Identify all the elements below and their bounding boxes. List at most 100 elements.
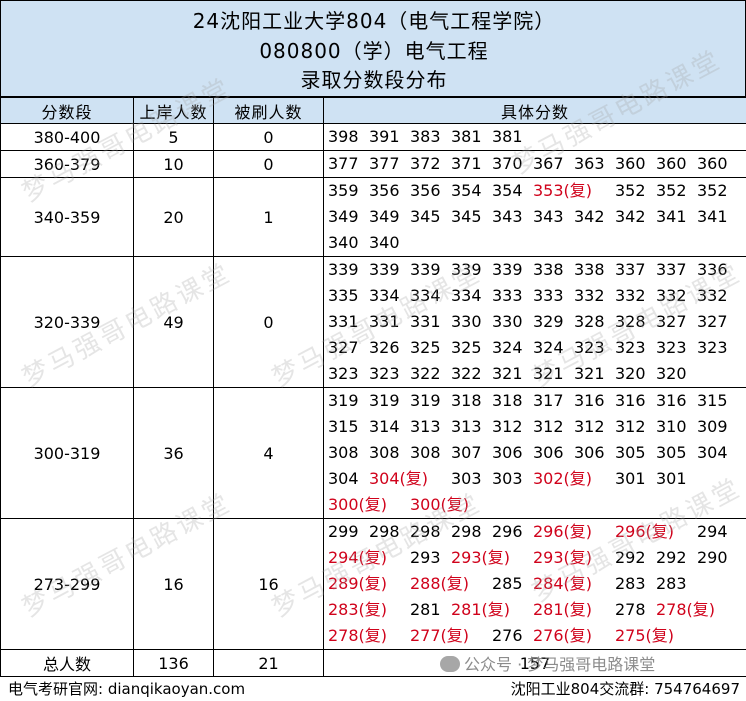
score-value: 323 [656,338,687,357]
score-value: 324 [533,338,564,357]
score-value: 322 [451,364,482,383]
score-value: 330 [451,312,482,331]
score-value: 296 [492,522,523,541]
score-value: 292 [656,548,687,567]
score-value: 332 [697,286,728,305]
score-value: 290 [697,548,728,567]
table-row: 360-379 10 0 377 377 372 371 370 367 363 360 360 360 [0,150,746,178]
score-line: 339 339 339 339 339 338 338 337 337 336 [328,258,746,284]
score-line: 377 377 372 371 370 367 363 360 360 360 [328,152,746,177]
score-value: 321 [574,364,605,383]
retest-score: 353(复) [533,181,593,200]
score-value: 331 [410,312,441,331]
score-value: 354 [451,181,482,200]
score-line: 398 391 383 381 381 [328,125,746,150]
col-header-range: 分数段 [0,97,134,124]
score-value: 360 [615,154,646,173]
table-row: 273-299 16 16 299 298 298 298 296 296(复) 296(复) 29… [0,518,746,650]
eliminated-count: 0 [213,123,324,151]
retest-score: 288(复) [410,574,470,593]
score-value: 335 [328,286,359,305]
score-line: 319 319 319 318 318 317 316 316 316 315 [328,389,746,415]
score-value: 352 [615,181,646,200]
score-value: 320 [656,364,687,383]
score-line: 278(复) 277(复) 276 276(复) 275(复) [328,623,746,649]
score-value: 337 [656,260,687,279]
score-value: 321 [492,364,523,383]
score-value: 301 [615,469,646,488]
total-eliminated: 21 [213,649,324,677]
title-school: 24沈阳工业大学804（电气工程学院） [192,9,556,33]
score-value: 305 [656,443,687,462]
retest-score: 302(复) [533,469,593,488]
table-row: 320-339 49 0 339 339 339 339 339 338 338 337 337 336… [0,256,746,388]
retest-score: 296(复) [533,522,593,541]
eliminated-count: 0 [213,150,324,178]
score-list: 377 377 372 371 370 367 363 360 360 360 [323,150,746,178]
score-value: 332 [574,286,605,305]
score-value: 383 [410,127,441,146]
admitted-count: 16 [133,518,214,650]
score-value: 349 [369,207,400,226]
score-value: 342 [574,207,605,226]
retest-score: 278(复) [328,626,388,645]
score-line: 283(复) 281 281(复) 281(复) 278 278(复) [328,597,746,623]
score-line: 327 326 325 325 324 324 323 323 323 323 [328,335,746,361]
score-range: 300-319 [0,387,134,519]
eliminated-count: 4 [213,387,324,519]
score-line: 308 308 308 307 306 306 306 305 305 304 [328,440,746,466]
wechat-icon [440,656,460,672]
score-value: 372 [410,154,441,173]
score-value: 303 [492,469,523,488]
score-value: 356 [410,181,441,200]
score-value: 292 [615,548,646,567]
score-line: 323 323 322 322 321 321 321 320 320 [328,361,746,387]
score-value: 345 [410,207,441,226]
total-scores: 157 [323,649,746,677]
score-value: 283 [615,574,646,593]
score-value: 312 [533,417,564,436]
score-value: 319 [369,391,400,410]
score-value: 360 [656,154,687,173]
score-value: 377 [369,154,400,173]
score-value: 360 [697,154,728,173]
score-value: 339 [328,260,359,279]
score-line: 294(复) 293 293(复) 293(复) 292 292 290 [328,545,746,571]
score-range: 380-400 [0,123,134,151]
wechat-overlay-text: 公众号 · 梦马强哥电路课堂 [464,655,656,674]
table-row: 340-359 20 1 359 356 356 354 354 353(复) 352 352 352… [0,177,746,257]
score-value: 391 [369,127,400,146]
retest-score: 296(复) [615,522,675,541]
score-value: 323 [369,364,400,383]
score-value: 343 [533,207,564,226]
score-value: 339 [369,260,400,279]
score-value: 341 [656,207,687,226]
title-major: 080800（学）电气工程 [259,39,489,63]
score-value: 330 [492,312,523,331]
eliminated-count: 0 [213,256,324,388]
admitted-count: 5 [133,123,214,151]
col-header-scores: 具体分数 [323,97,746,124]
score-value: 307 [451,443,482,462]
score-value: 328 [615,312,646,331]
score-value: 310 [656,417,687,436]
score-value: 336 [697,260,728,279]
score-value: 316 [656,391,687,410]
score-value: 315 [328,417,359,436]
footer: 电气考研官网: dianqikaoyan.com 沈阳工业804交流群: 754… [0,677,746,701]
score-value: 331 [369,312,400,331]
score-value: 308 [369,443,400,462]
score-value: 377 [328,154,359,173]
score-value: 333 [492,286,523,305]
col-header-admitted: 上岸人数 [133,97,214,124]
total-label: 总人数 [0,649,134,677]
score-value: 343 [492,207,523,226]
score-list: 359 356 356 354 354 353(复) 352 352 352 349 349 345 3… [323,177,746,257]
score-value: 363 [574,154,605,173]
score-value: 299 [328,522,359,541]
score-value: 327 [697,312,728,331]
score-value: 352 [697,181,728,200]
score-range: 360-379 [0,150,134,178]
retest-score: 281(复) [533,600,593,619]
score-value: 367 [533,154,564,173]
